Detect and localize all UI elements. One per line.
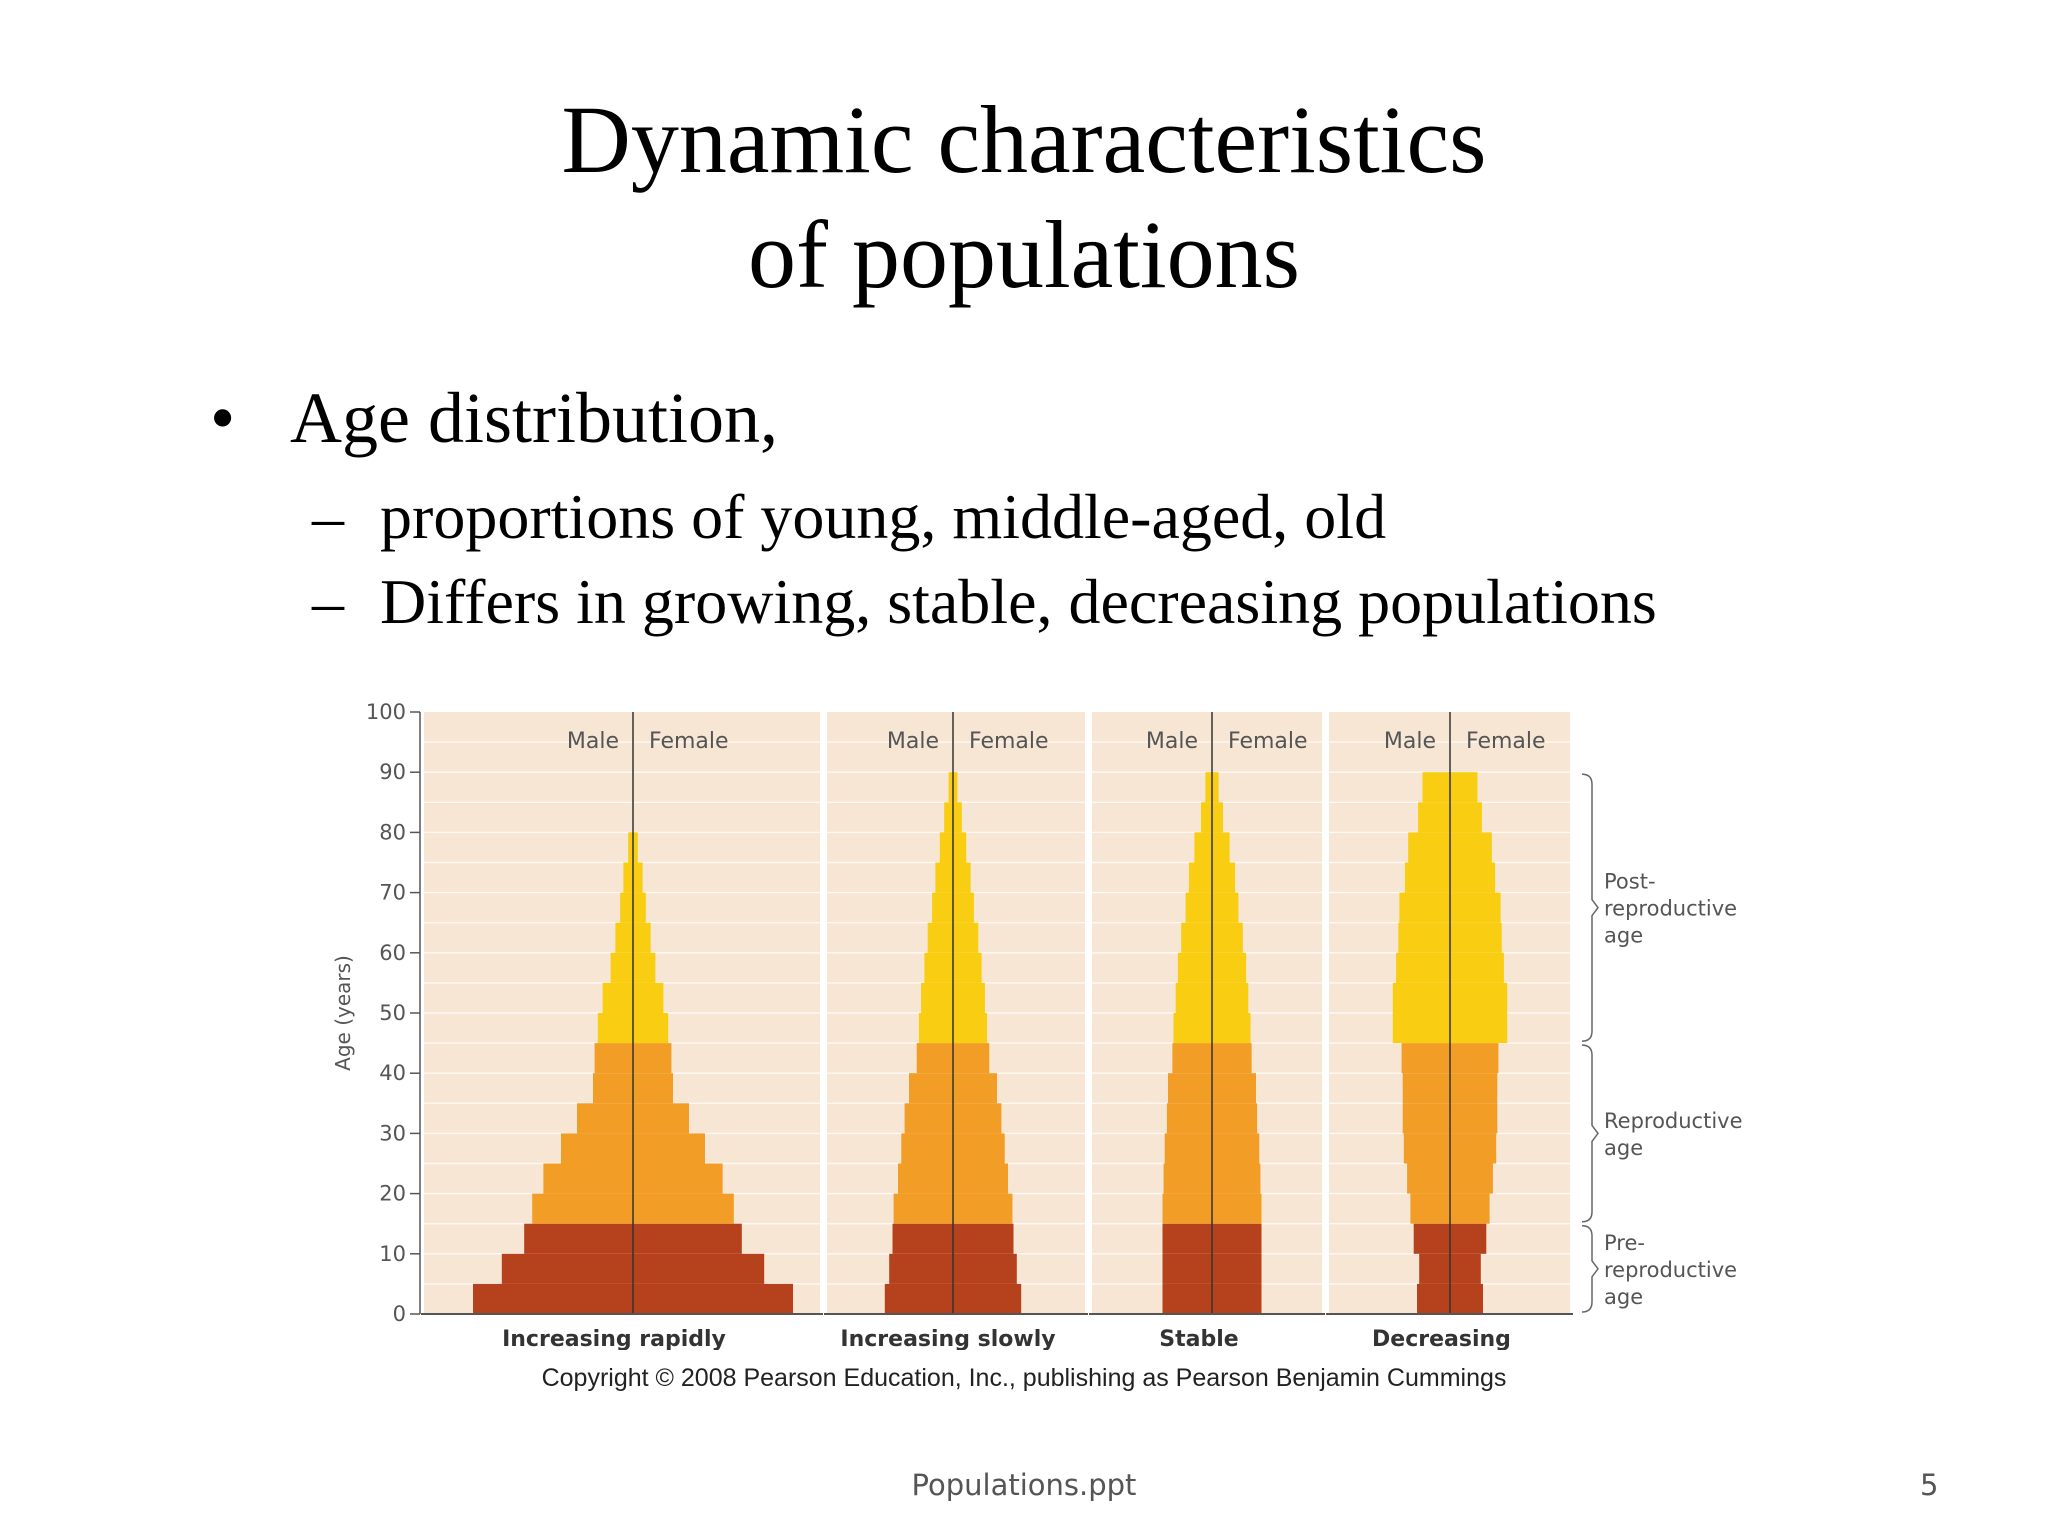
slide-footer: Populations.ppt: [911, 1468, 1137, 1502]
y-tick-label: 100: [366, 700, 406, 724]
dash-mark: –: [312, 566, 344, 637]
y-tick-label: 90: [379, 760, 406, 784]
life-stage-label: Pre-: [1604, 1231, 1645, 1255]
y-tick-label: 10: [379, 1242, 406, 1266]
slide-title-line2: of populations: [748, 201, 1300, 308]
page-number: 5: [1920, 1468, 1939, 1502]
y-tick-label: 20: [379, 1182, 406, 1206]
category-label: Decreasing: [1372, 1327, 1511, 1350]
category-label: Stable: [1159, 1327, 1238, 1350]
y-tick-label: 70: [379, 881, 406, 905]
male-label: Male: [1384, 729, 1436, 754]
bullet-mark: •: [210, 378, 236, 458]
category-label: Increasing slowly: [840, 1327, 1055, 1350]
dash-mark: –: [312, 481, 344, 552]
male-label: Male: [887, 729, 939, 754]
y-tick-label: 0: [393, 1302, 406, 1326]
male-label: Male: [1146, 729, 1198, 754]
life-stage-label: Post-: [1604, 870, 1656, 894]
y-tick-label: 80: [379, 820, 406, 844]
life-stage-label: age: [1604, 1136, 1643, 1160]
sub-bullet-text: proportions of young, middle-aged, old: [380, 481, 1387, 552]
female-label: Female: [649, 729, 729, 754]
female-label: Female: [1466, 729, 1546, 754]
y-tick-label: 50: [379, 1001, 406, 1025]
life-stage-label: age: [1604, 924, 1643, 948]
sub-bullet-text: Differs in growing, stable, decreasing p…: [380, 566, 1657, 637]
y-axis-label: Age (years): [331, 955, 355, 1071]
category-label: Increasing rapidly: [502, 1327, 726, 1350]
slide-title-line1: Dynamic characteristics: [561, 86, 1487, 193]
life-stage-label: Reproductive: [1604, 1109, 1743, 1133]
age-structure-chart: Age (years) 0 10 20 30 40 50 60 70 80 90 100 Male Fem…: [331, 700, 1743, 1350]
life-stage-label: age: [1604, 1285, 1643, 1309]
life-stage-brace: [1581, 1044, 1599, 1223]
male-label: Male: [567, 729, 619, 754]
female-label: Female: [969, 729, 1049, 754]
y-tick-label: 30: [379, 1121, 406, 1145]
life-stage-label: reproductive: [1604, 1258, 1737, 1282]
bullet-text: Age distribution,: [290, 378, 778, 458]
copyright-text: Copyright © 2008 Pearson Education, Inc.…: [541, 1364, 1507, 1392]
female-label: Female: [1228, 729, 1308, 754]
y-tick-label: 40: [379, 1061, 406, 1085]
slide-title: Dynamic characteristics of populations: [0, 82, 2048, 312]
y-tick-label: 60: [379, 941, 406, 965]
bullet-list: • Age distribution, – proportions of you…: [0, 0, 2048, 700]
life-stage-brace: [1581, 773, 1599, 1042]
life-stage-label: reproductive: [1604, 897, 1737, 921]
life-stage-brace: [1581, 1224, 1599, 1313]
